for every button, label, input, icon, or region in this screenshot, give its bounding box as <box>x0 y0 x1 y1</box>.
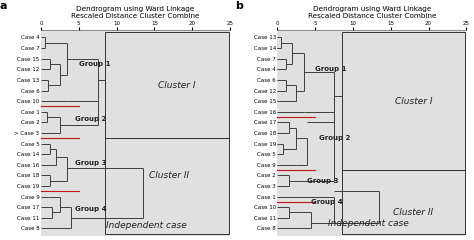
Text: b: b <box>236 1 244 11</box>
Text: Group 3: Group 3 <box>308 178 339 184</box>
Bar <box>341 170 465 234</box>
Text: Group 1: Group 1 <box>315 66 346 72</box>
Bar <box>341 32 465 170</box>
Text: Group 2: Group 2 <box>75 116 106 122</box>
Text: Group 2: Group 2 <box>319 135 350 141</box>
Text: Group 1: Group 1 <box>79 61 110 67</box>
Text: Independent case: Independent case <box>107 221 187 230</box>
Title: Dendrogram using Ward Linkage
Rescaled Distance Cluster Combine: Dendrogram using Ward Linkage Rescaled D… <box>308 6 436 19</box>
Text: Cluster II: Cluster II <box>149 171 190 180</box>
Text: Independent case: Independent case <box>328 219 409 228</box>
Text: Cluster II: Cluster II <box>393 208 433 217</box>
Text: Group 4: Group 4 <box>311 199 343 205</box>
Text: Group 3: Group 3 <box>75 160 107 166</box>
Text: Group 4: Group 4 <box>75 206 107 212</box>
Title: Dendrogram using Ward Linkage
Rescaled Distance Cluster Combine: Dendrogram using Ward Linkage Rescaled D… <box>71 6 200 19</box>
Text: a: a <box>0 1 7 11</box>
Bar <box>105 32 228 138</box>
Text: Cluster I: Cluster I <box>395 97 432 106</box>
Bar <box>105 138 228 234</box>
Text: Cluster I: Cluster I <box>158 81 196 90</box>
